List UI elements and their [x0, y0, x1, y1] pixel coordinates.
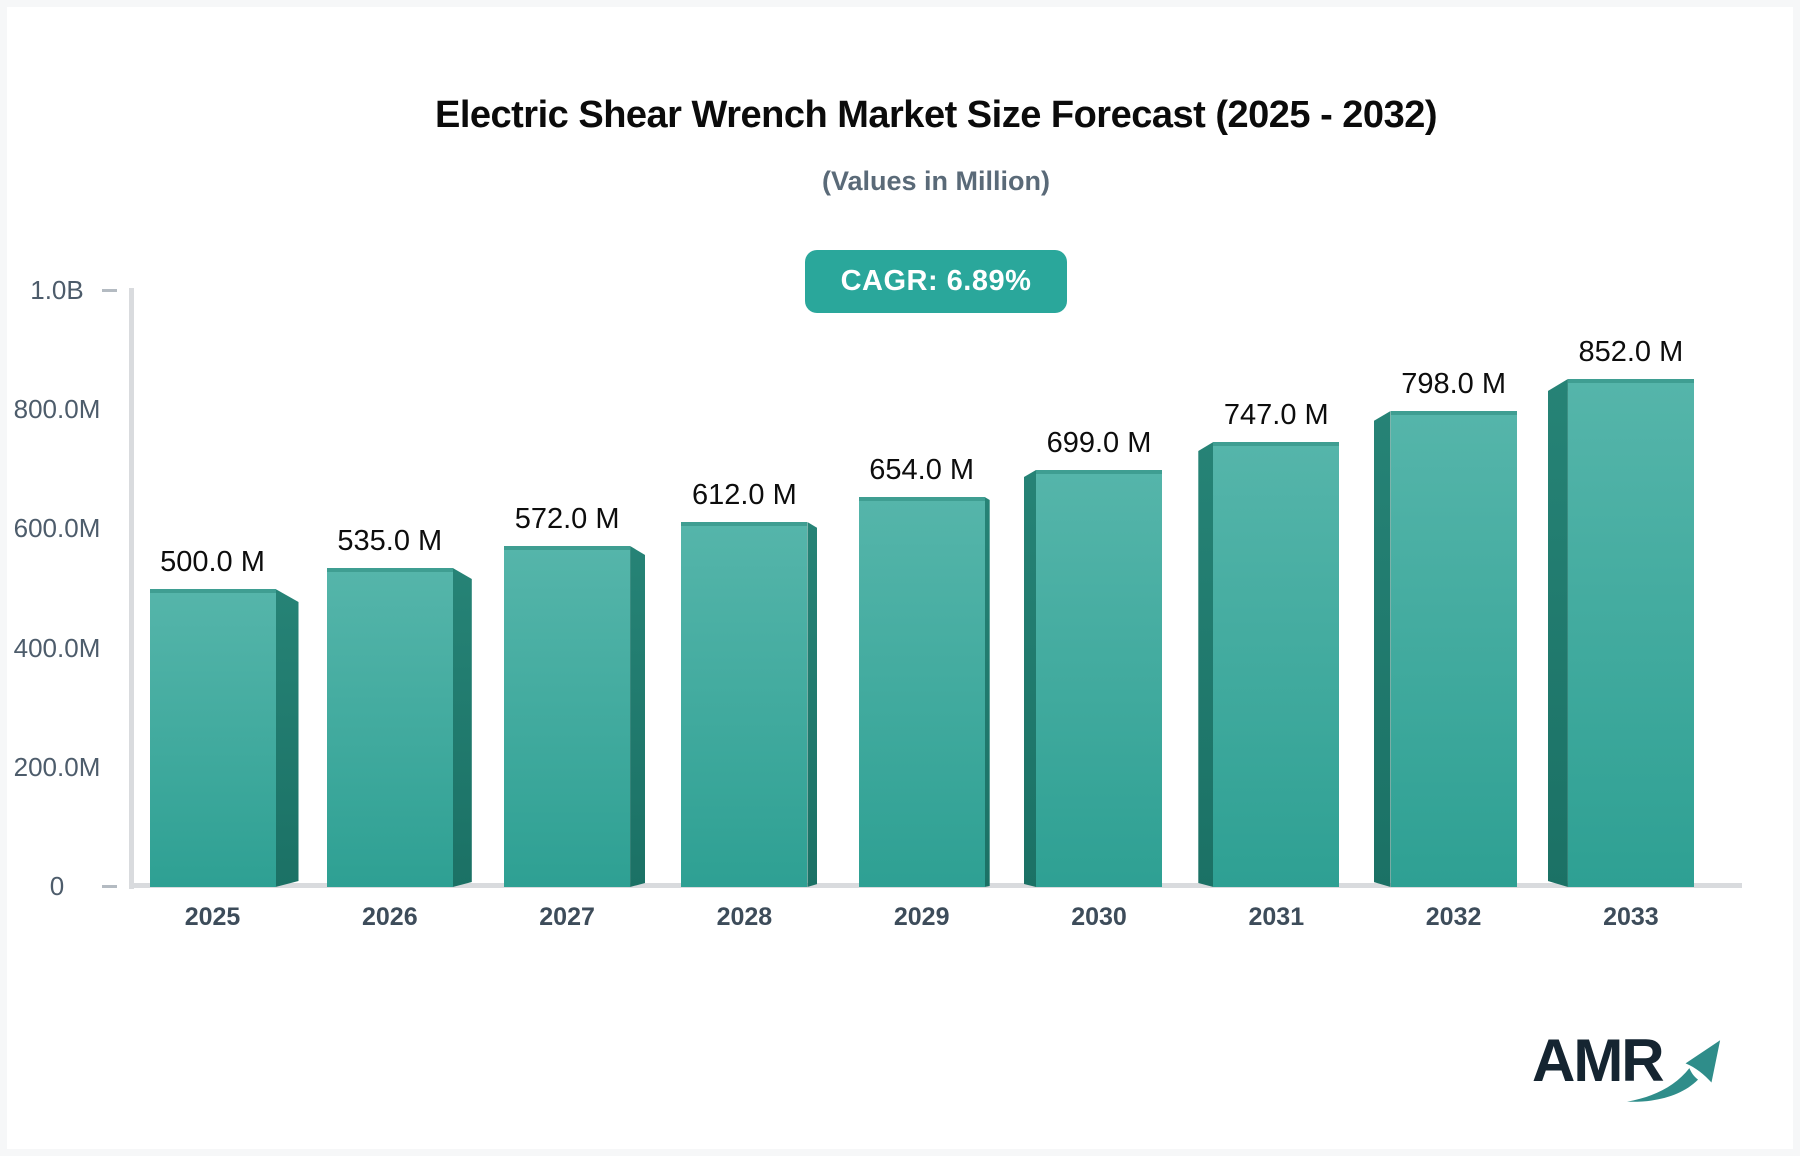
- brand-logo: AMR: [1532, 1030, 1723, 1106]
- brand-logo-text: AMR: [1532, 1027, 1665, 1094]
- x-axis-label-2029: 2029: [893, 903, 950, 931]
- x-axis-label-2028: 2028: [716, 903, 773, 931]
- x-axis-label-2026: 2026: [361, 903, 418, 931]
- bar-value-label: 572.0 M: [514, 503, 620, 535]
- y-axis-line: [129, 288, 134, 889]
- y-axis-tick-label: 0: [49, 871, 65, 901]
- bar-2032: [1390, 411, 1517, 887]
- bar-side-face: [630, 546, 645, 887]
- bar-2031: [1213, 442, 1340, 887]
- bar-value-label: 747.0 M: [1223, 399, 1329, 431]
- chart-subtitle: (Values in Million): [821, 166, 1051, 196]
- x-axis-label-2033: 2033: [1603, 903, 1659, 931]
- x-axis-label-2027: 2027: [539, 903, 595, 931]
- y-axis-tick-label: 400.0M: [13, 632, 101, 663]
- y-axis-tick-mark: [102, 885, 117, 888]
- bar-value-label: 654.0 M: [869, 454, 975, 486]
- bar-2028: [681, 522, 808, 887]
- bar-side-face: [807, 522, 817, 887]
- y-axis-tick-label: 600.0M: [13, 513, 101, 544]
- bar-side-face: [1198, 442, 1213, 887]
- bar-2030: [1036, 470, 1162, 887]
- bar-side-face: [1024, 470, 1036, 887]
- bar-value-label: 852.0 M: [1578, 336, 1684, 368]
- x-axis-label-2025: 2025: [184, 903, 241, 931]
- chart-title: Electric Shear Wrench Market Size Foreca…: [434, 94, 1438, 136]
- cagr-badge-row: CAGR: 6.89%: [130, 250, 1742, 313]
- bar-side-face: [1374, 411, 1391, 887]
- bar-2027: [504, 546, 631, 887]
- y-axis-tick-label: 1.0B: [30, 275, 84, 305]
- y-axis-tick-label: 800.0M: [13, 394, 101, 425]
- bar-2026: [326, 568, 453, 887]
- bar-value-label: 699.0 M: [1046, 427, 1152, 459]
- x-axis-label-2030: 2030: [1071, 903, 1127, 931]
- bar-value-label: 535.0 M: [337, 525, 443, 557]
- y-axis-tick-mark: [102, 289, 117, 292]
- bar-side-face: [1548, 379, 1568, 887]
- x-axis-label-2031: 2031: [1248, 903, 1305, 931]
- y-axis-tick-label: 200.0M: [13, 751, 101, 782]
- bar-side-face: [985, 497, 990, 887]
- cagr-badge: CAGR: 6.89%: [804, 250, 1068, 313]
- growth-arrow-icon: [1626, 1040, 1720, 1102]
- bar-side-face: [453, 568, 472, 887]
- bar-value-label: 612.0 M: [691, 479, 797, 511]
- bar-2033: [1567, 379, 1694, 887]
- bar-2025: [149, 589, 276, 887]
- x-axis-label-2032: 2032: [1425, 903, 1482, 931]
- bar-2029: [858, 497, 985, 887]
- bar-value-label: 798.0 M: [1401, 368, 1506, 400]
- bar-value-label: 500.0 M: [160, 546, 265, 578]
- bar-side-face: [276, 589, 299, 887]
